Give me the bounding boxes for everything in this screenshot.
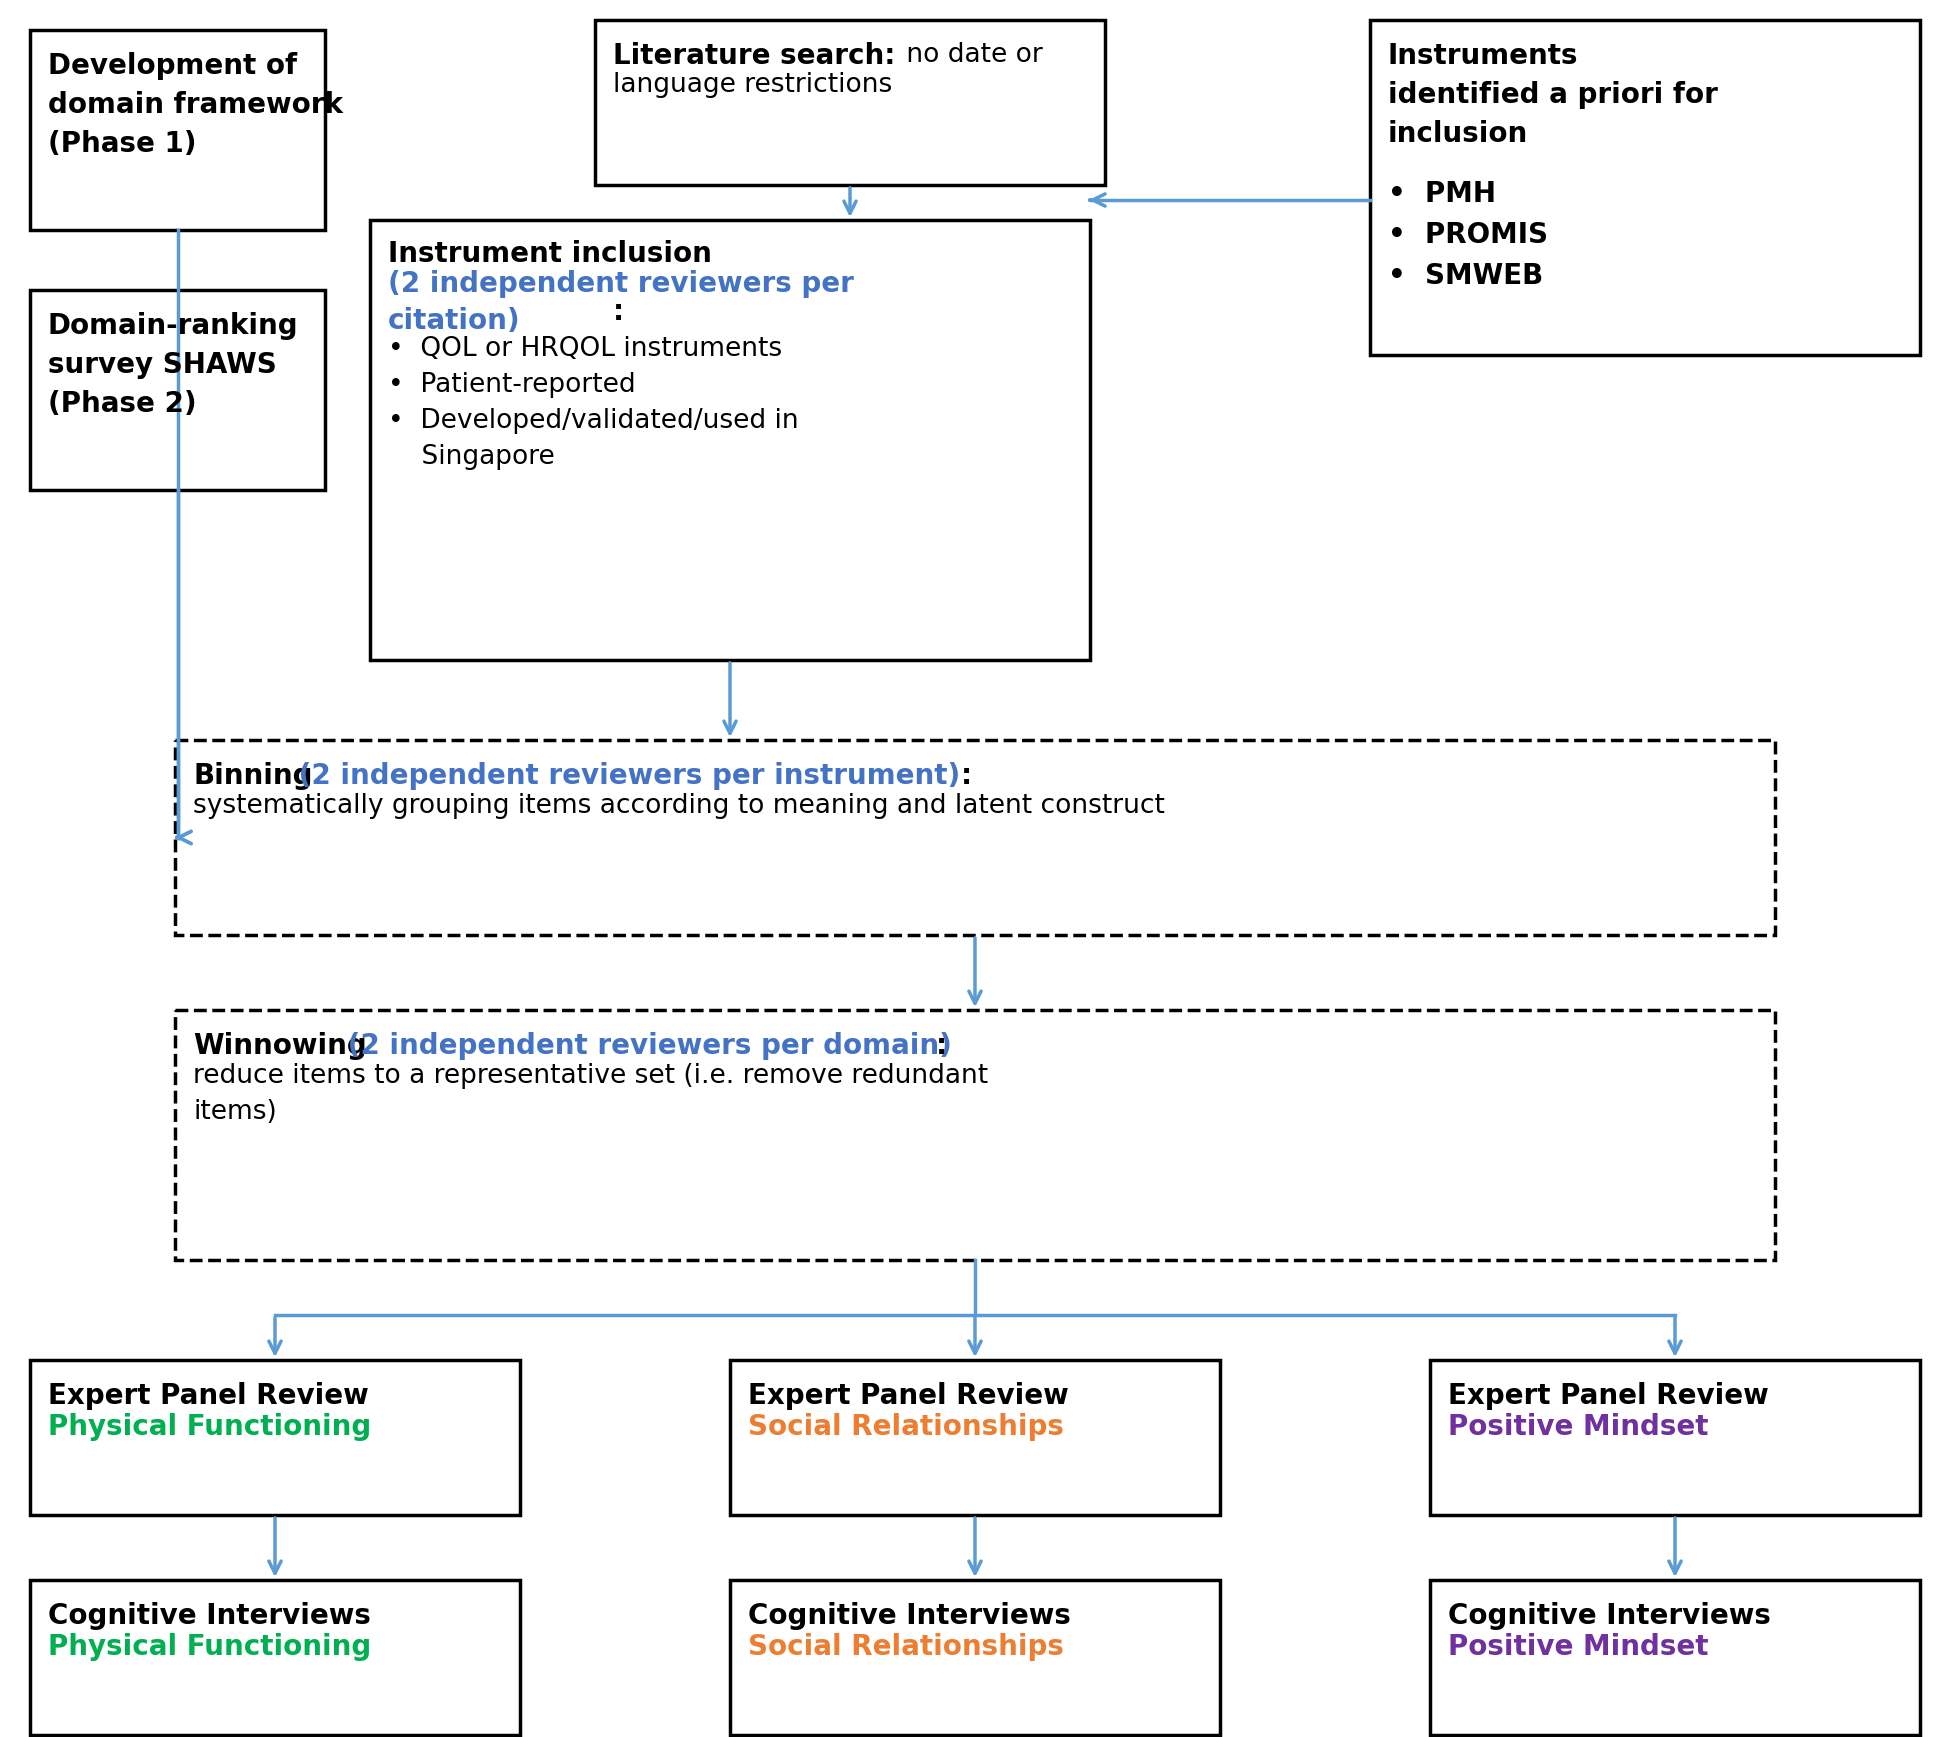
Text: language restrictions: language restrictions <box>613 71 893 97</box>
Text: Expert Panel Review: Expert Panel Review <box>49 1383 368 1410</box>
Text: Development of
domain framework
(Phase 1): Development of domain framework (Phase 1… <box>49 52 342 158</box>
Polygon shape <box>595 21 1105 186</box>
Text: Instrument inclusion: Instrument inclusion <box>387 240 712 267</box>
Text: •  QOL or HRQOL instruments
•  Patient-reported
•  Developed/validated/used in
 : • QOL or HRQOL instruments • Patient-rep… <box>387 335 798 471</box>
Text: Cognitive Interviews: Cognitive Interviews <box>1448 1602 1771 1629</box>
Text: systematically grouping items according to meaning and latent construct: systematically grouping items according … <box>193 794 1166 820</box>
Text: Binning: Binning <box>193 763 313 790</box>
Text: Expert Panel Review: Expert Panel Review <box>747 1383 1068 1410</box>
Text: Domain-ranking
survey SHAWS
(Phase 2): Domain-ranking survey SHAWS (Phase 2) <box>49 313 298 419</box>
Text: Social Relationships: Social Relationships <box>747 1633 1064 1661</box>
Text: Physical Functioning: Physical Functioning <box>49 1633 372 1661</box>
Polygon shape <box>175 1009 1775 1259</box>
Text: (2 independent reviewers per instrument): (2 independent reviewers per instrument) <box>290 763 959 790</box>
Text: Instruments
identified a priori for
inclusion: Instruments identified a priori for incl… <box>1387 42 1718 148</box>
Polygon shape <box>730 1360 1220 1515</box>
Polygon shape <box>1430 1360 1921 1515</box>
Text: Cognitive Interviews: Cognitive Interviews <box>747 1602 1070 1629</box>
Text: Literature search:: Literature search: <box>613 42 895 69</box>
Text: Positive Mindset: Positive Mindset <box>1448 1633 1709 1661</box>
Polygon shape <box>1430 1581 1921 1735</box>
Text: (2 independent reviewers per
citation): (2 independent reviewers per citation) <box>387 269 854 335</box>
Text: no date or: no date or <box>897 42 1043 68</box>
Text: :: : <box>961 763 973 790</box>
Polygon shape <box>175 740 1775 935</box>
Text: :: : <box>613 299 625 327</box>
Polygon shape <box>1370 21 1921 354</box>
Polygon shape <box>29 30 325 229</box>
Text: Positive Mindset: Positive Mindset <box>1448 1412 1709 1442</box>
Text: Social Relationships: Social Relationships <box>747 1412 1064 1442</box>
Polygon shape <box>730 1581 1220 1735</box>
Polygon shape <box>370 221 1090 660</box>
Text: Winnowing: Winnowing <box>193 1032 366 1060</box>
Text: Physical Functioning: Physical Functioning <box>49 1412 372 1442</box>
Polygon shape <box>29 1581 520 1735</box>
Polygon shape <box>29 1360 520 1515</box>
Text: Expert Panel Review: Expert Panel Review <box>1448 1383 1769 1410</box>
Text: Cognitive Interviews: Cognitive Interviews <box>49 1602 372 1629</box>
Text: •  PMH
•  PROMIS
•  SMWEB: • PMH • PROMIS • SMWEB <box>1387 181 1547 290</box>
Text: :: : <box>936 1032 948 1060</box>
Polygon shape <box>29 290 325 490</box>
Text: reduce items to a representative set (i.e. remove redundant
items): reduce items to a representative set (i.… <box>193 1063 989 1126</box>
Text: (2 independent reviewers per domain): (2 independent reviewers per domain) <box>339 1032 952 1060</box>
